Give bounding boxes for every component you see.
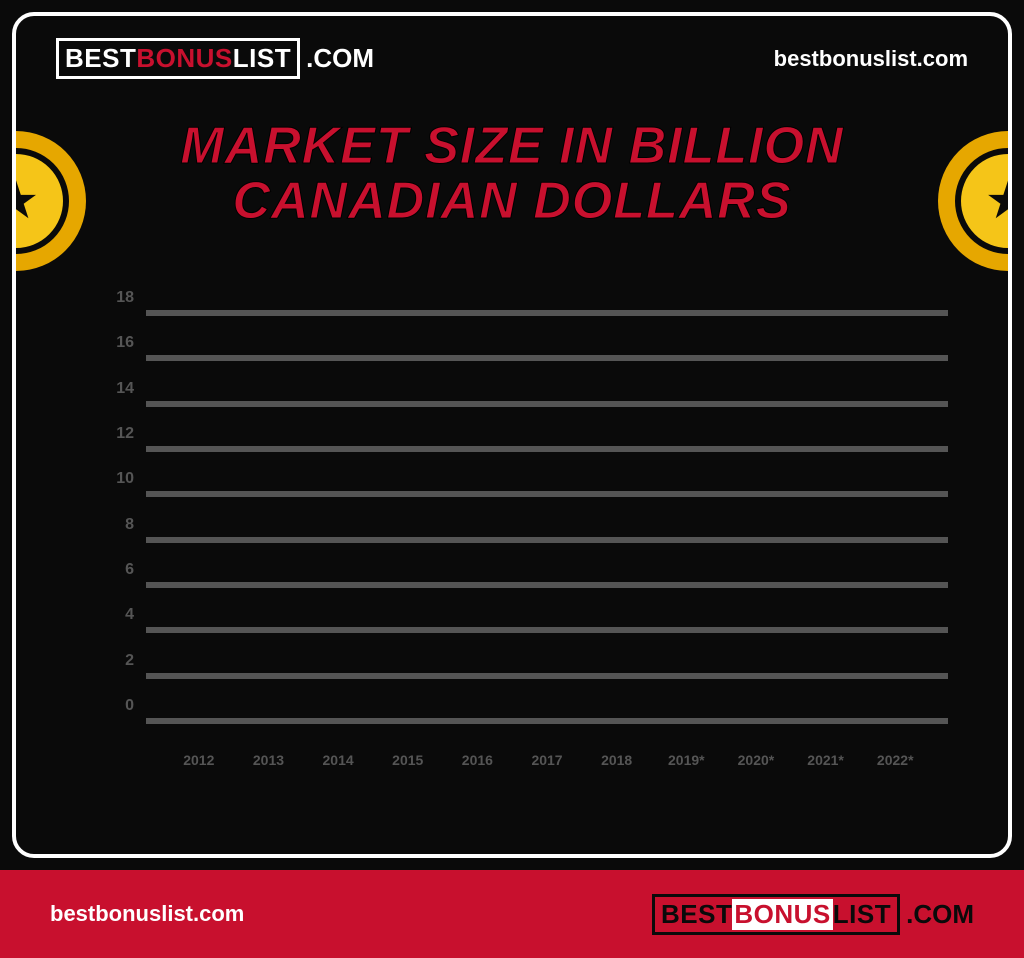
gridline: [146, 491, 948, 497]
x-axis-labels: 20122013201420152016201720182019*2020*20…: [146, 734, 948, 774]
y-tick-label: 0: [110, 697, 146, 715]
brand-part3: LIST: [833, 899, 891, 930]
footer-strip: bestbonuslist.com BEST BONUS LIST .COM: [0, 870, 1024, 958]
y-tick-label: 6: [110, 561, 146, 579]
x-tick-label: 2013: [234, 734, 304, 774]
gridline: [146, 310, 948, 316]
gridline: [146, 627, 948, 633]
y-tick-label: 10: [110, 470, 146, 488]
y-tick-label: 8: [110, 516, 146, 534]
plot-area: 024681012141618: [146, 316, 948, 724]
chart-title-line2: CANADIAN DOLLARS: [56, 174, 968, 229]
gridline: [146, 673, 948, 679]
main-frame: BEST BONUS LIST .COM bestbonuslist.com ★…: [12, 12, 1012, 858]
x-tick-label: 2014: [303, 734, 373, 774]
x-tick-label: 2019*: [651, 734, 721, 774]
y-tick-label: 16: [110, 334, 146, 352]
y-tick-label: 2: [110, 652, 146, 670]
brand-url-top-right: bestbonuslist.com: [774, 46, 968, 72]
y-tick-label: 12: [110, 425, 146, 443]
gridline: [146, 582, 948, 588]
chart-title-wrap: MARKET SIZE IN BILLION CANADIAN DOLLARS: [16, 89, 1008, 238]
brand-part2: BONUS: [732, 899, 832, 930]
brand-part3: LIST: [233, 43, 291, 74]
brand-logo-top-left: BEST BONUS LIST .COM: [56, 38, 374, 79]
brand-suffix: .COM: [906, 899, 974, 930]
header: BEST BONUS LIST .COM bestbonuslist.com: [16, 16, 1008, 89]
brand-pill: BEST BONUS LIST: [56, 38, 300, 79]
brand-url-bottom-left: bestbonuslist.com: [50, 901, 244, 927]
gridline: [146, 401, 948, 407]
y-tick-label: 4: [110, 606, 146, 624]
y-tick-label: 14: [110, 380, 146, 398]
x-tick-label: 2017: [512, 734, 582, 774]
brand-part1: BEST: [661, 899, 732, 930]
chart: 024681012141618 201220132014201520162017…: [106, 316, 948, 774]
x-tick-label: 2018: [582, 734, 652, 774]
brand-part1: BEST: [65, 43, 136, 74]
x-tick-label: 2015: [373, 734, 443, 774]
brand-pill: BEST BONUS LIST: [652, 894, 900, 935]
brand-part2: BONUS: [136, 43, 232, 74]
x-tick-label: 2016: [443, 734, 513, 774]
brand-suffix: .COM: [306, 43, 374, 74]
gridline: [146, 537, 948, 543]
x-tick-label: 2022*: [860, 734, 930, 774]
chart-title-line1: MARKET SIZE IN BILLION: [56, 119, 968, 174]
brand-logo-bottom-right: BEST BONUS LIST .COM: [652, 894, 974, 935]
bars-container: [146, 316, 948, 724]
x-tick-label: 2012: [164, 734, 234, 774]
gridline: [146, 718, 948, 724]
gridline: [146, 355, 948, 361]
y-tick-label: 18: [110, 289, 146, 307]
x-tick-label: 2021*: [791, 734, 861, 774]
x-tick-label: 2020*: [721, 734, 791, 774]
gridline: [146, 446, 948, 452]
